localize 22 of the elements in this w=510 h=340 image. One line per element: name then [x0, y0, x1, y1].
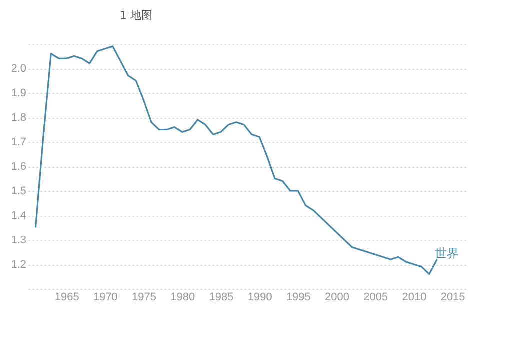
x-tick-label: 2005 — [364, 292, 388, 304]
y-tick-label: 1.3 — [11, 234, 26, 246]
y-tick-label: 1.7 — [11, 136, 26, 148]
text: 1 地图 — [120, 8, 152, 23]
y-tick-label: 1.6 — [11, 161, 26, 173]
x-tick-label: 1970 — [93, 292, 118, 304]
y-tick-label: 2.0 — [11, 63, 26, 75]
y-tick-label: 1.9 — [11, 88, 26, 100]
x-tick-label: 1990 — [248, 292, 272, 304]
y-tick-label: 1.5 — [11, 186, 26, 198]
x-tick-label: 1985 — [209, 292, 234, 304]
x-tick-label: 1965 — [54, 292, 80, 304]
x-tick-label: 1975 — [132, 292, 157, 304]
x-tick-label: 2010 — [402, 292, 427, 304]
y-tick-label: 1.8 — [11, 112, 26, 124]
y-tick-label: 1.4 — [11, 210, 26, 222]
x-tick-label: 1995 — [286, 292, 311, 304]
x-tick-label: 1980 — [170, 292, 196, 304]
y-tick-label: 1.2 — [11, 259, 26, 271]
x-tick-label: 2015 — [440, 292, 466, 304]
series-label: 世界 — [435, 246, 460, 261]
x-tick-label: 2000 — [325, 292, 350, 304]
